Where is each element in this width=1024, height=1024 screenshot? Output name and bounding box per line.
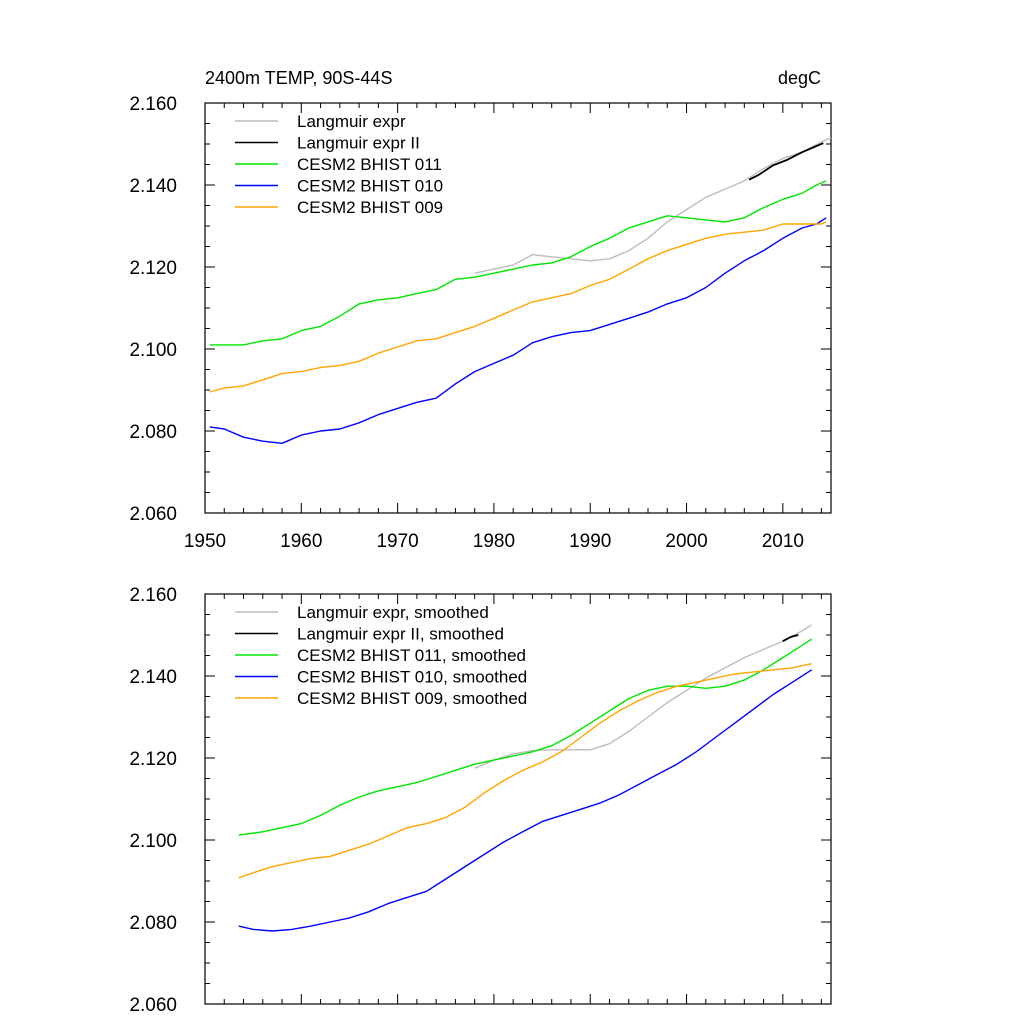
y-tick-label: 2.160 — [129, 94, 177, 115]
series-lines — [209, 137, 832, 444]
units-label: degC — [778, 68, 821, 88]
y-axis: 2.060 2.080 2.100 2.120 2.140 2.160 — [129, 94, 831, 525]
y-tick-label: 2.080 — [129, 913, 177, 934]
legend-label: CESM2 BHIST 009 — [297, 198, 443, 217]
y-tick-label: 2.060 — [129, 995, 177, 1016]
legend-label: CESM2 BHIST 011, smoothed — [297, 646, 526, 665]
series-line-1 — [474, 137, 832, 274]
series-line-1 — [474, 624, 813, 769]
x-axis: 1950 1960 1970 1980 1990 2000 2010 — [184, 103, 822, 552]
x-axis — [204, 594, 822, 1004]
legend-label: Langmuir expr, smoothed — [297, 603, 489, 622]
series-line-5 — [238, 663, 812, 879]
y-tick-label: 2.120 — [129, 749, 177, 770]
series-line-2 — [782, 634, 799, 642]
series-line-2 — [748, 142, 824, 181]
y-tick-label: 2.100 — [129, 831, 177, 852]
legend-label: CESM2 BHIST 011 — [297, 155, 442, 174]
x-tick-label: 1960 — [280, 531, 322, 552]
legend-label: CESM2 BHIST 010 — [297, 177, 443, 196]
series-line-5 — [209, 221, 827, 393]
x-tick-label: 1950 — [184, 531, 226, 552]
series-line-4 — [238, 669, 813, 932]
series-lines — [238, 624, 813, 932]
chart-title: 2400m TEMP, 90S-44S — [205, 68, 392, 88]
legend-label: CESM2 BHIST 009, smoothed — [297, 689, 527, 708]
y-axis: 2.060 2.080 2.100 2.120 2.140 2.160 — [129, 585, 831, 1016]
top-panel: 1950 1960 1970 1980 1990 2000 20102.0602.0802.… — [129, 68, 832, 552]
y-tick-label: 2.060 — [129, 504, 177, 525]
bottom-panel: 2.060 2.080 2.100 2.120 2.140 2.160 Langmuir e… — [129, 585, 832, 1016]
y-tick-label: 2.160 — [129, 585, 177, 606]
x-tick-label: 2000 — [665, 531, 707, 552]
y-tick-label: 2.100 — [129, 340, 177, 361]
legend-label: CESM2 BHIST 010, smoothed — [297, 668, 527, 687]
y-tick-label: 2.140 — [129, 667, 177, 688]
y-tick-label: 2.080 — [129, 422, 177, 443]
x-tick-label: 2010 — [762, 531, 804, 552]
series-line-3 — [238, 638, 813, 836]
legend: Langmuir expr Langmuir expr II CESM2 BHIST… — [235, 112, 443, 217]
series-line-4 — [209, 217, 827, 444]
x-tick-label: 1980 — [473, 531, 515, 552]
x-tick-label: 1990 — [569, 531, 611, 552]
y-tick-label: 2.120 — [129, 258, 177, 279]
legend: Langmuir expr, smoothed Langmuir expr II,… — [235, 603, 527, 708]
series-line-3 — [209, 180, 827, 346]
x-tick-label: 1970 — [376, 531, 418, 552]
legend-label: Langmuir expr II — [297, 134, 420, 153]
legend-label: Langmuir expr — [297, 112, 406, 131]
y-tick-label: 2.140 — [129, 176, 177, 197]
legend-label: Langmuir expr II, smoothed — [297, 625, 504, 644]
